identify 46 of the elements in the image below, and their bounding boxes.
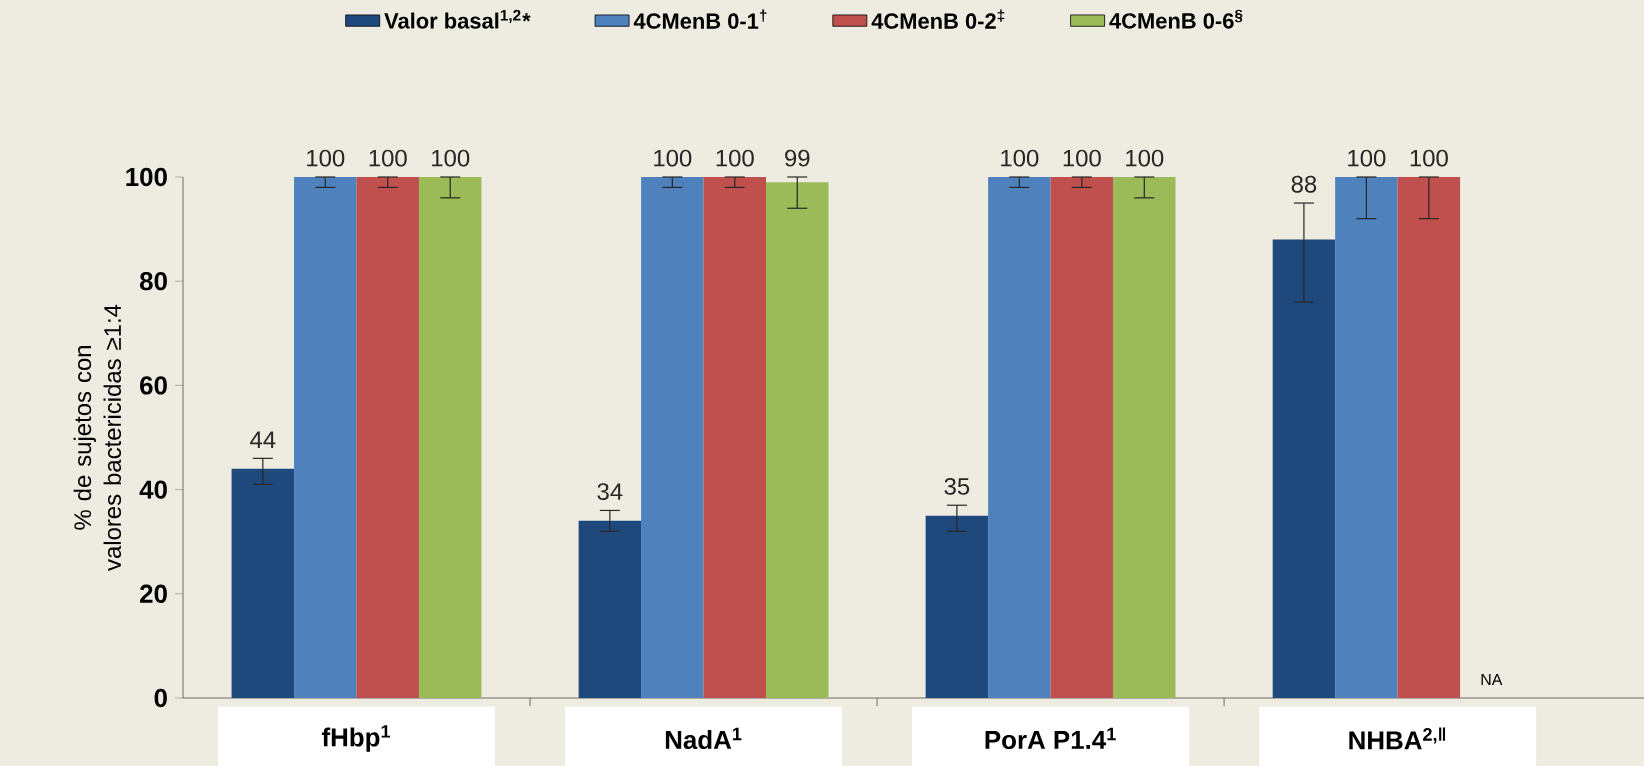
bar [925,515,989,698]
bar [1335,176,1398,698]
data-label: 100 [1348,149,1386,167]
y-axis-title: % de sujetos con valores bactericidas ≥1:4 [73,304,122,571]
annotation: NA [1481,673,1503,685]
x-tick-label: NadA$^{1}$ [665,727,742,750]
data-label: 99 [785,149,810,167]
bar [294,176,357,698]
legend-label: 4CMenB 0-6$^{§}$ [1109,9,1243,29]
x-tick-label: PorA P1.4$^{1}$ [985,727,1116,750]
data-label: 100 [1410,149,1448,167]
x-tick-label: NHBA$^{2,‖}$ [1349,727,1446,750]
bar [231,468,295,698]
bar [578,520,642,698]
data-label: 100 [369,149,407,167]
bar [703,176,767,698]
data-label: 100 [716,149,754,167]
data-label: 88 [1291,175,1317,193]
y-tick-label: 80 [139,272,167,291]
data-label: 100 [432,149,470,167]
data-label: 34 [597,483,623,501]
y-tick-label: 100 [126,167,167,187]
data-label: 35 [944,477,970,495]
legend-label: Valor basal$^{1,2}$* [384,9,531,29]
data-label: 100 [307,149,345,167]
bar [1272,239,1336,698]
bar [988,176,1051,698]
bar [1113,176,1176,698]
data-label: 44 [250,431,276,448]
data-label: 100 [1126,149,1164,167]
data-label: 100 [654,149,692,167]
bar [641,176,704,698]
x-tick-label: fHbp$^{1}$ [321,725,391,752]
bar [356,176,419,698]
legend-label: 4CMenB 0-1$^{†}$ [633,9,767,29]
data-label: 100 [1001,149,1039,167]
y-tick-label: 60 [140,376,167,395]
bar [418,176,482,698]
legend-label: 4CMenB 0-2$^{‡}$ [871,9,1005,29]
data-label: 100 [1063,149,1101,167]
bar [1397,176,1461,698]
bar [766,182,829,698]
y-tick-label: 40 [139,480,167,499]
bar [1050,176,1114,698]
y-tick-label: 20 [140,584,167,603]
y-tick-label: 0 [154,688,167,708]
